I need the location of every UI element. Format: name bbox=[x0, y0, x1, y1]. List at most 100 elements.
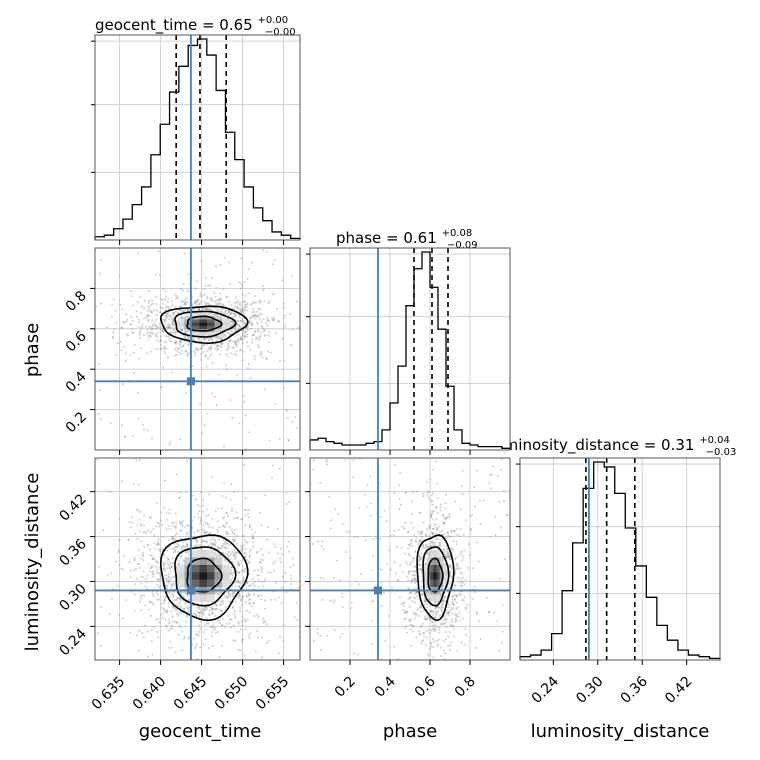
sample-point bbox=[455, 615, 458, 619]
sample-point bbox=[229, 618, 232, 621]
sample-point bbox=[235, 314, 238, 317]
sample-point bbox=[197, 302, 200, 306]
sample-point bbox=[157, 543, 160, 546]
sample-point bbox=[217, 554, 220, 557]
sample-point bbox=[164, 315, 168, 318]
sample-point bbox=[123, 435, 126, 438]
sample-point bbox=[235, 343, 238, 346]
sample-point bbox=[419, 530, 423, 533]
sample-point bbox=[403, 601, 406, 604]
sample-point bbox=[202, 338, 205, 341]
sample-point bbox=[180, 529, 183, 532]
sample-point bbox=[231, 538, 234, 541]
sample-point bbox=[186, 543, 189, 546]
contour-geocent-time-vs-luminosity-distance-2 bbox=[186, 557, 223, 593]
sample-point bbox=[138, 333, 141, 336]
sample-point bbox=[254, 650, 257, 653]
sample-point bbox=[415, 536, 418, 539]
sample-point bbox=[181, 545, 184, 548]
sample-point bbox=[232, 594, 235, 598]
sample-point bbox=[205, 514, 208, 518]
sample-point bbox=[242, 332, 246, 335]
sample-point bbox=[410, 512, 414, 516]
sample-point bbox=[169, 566, 172, 569]
sample-point bbox=[445, 545, 448, 548]
sample-point bbox=[208, 609, 211, 612]
sample-point bbox=[423, 600, 426, 603]
density-cell bbox=[206, 564, 215, 573]
sample-point bbox=[179, 529, 182, 532]
sample-point bbox=[200, 431, 203, 435]
sample-point bbox=[419, 603, 422, 606]
sample-point bbox=[452, 529, 455, 532]
sample-point bbox=[187, 343, 190, 346]
sample-point bbox=[458, 580, 461, 584]
sample-point bbox=[173, 546, 177, 549]
sample-point bbox=[121, 308, 124, 311]
sample-point bbox=[431, 503, 434, 507]
sample-point bbox=[262, 585, 265, 588]
sample-point bbox=[221, 342, 224, 345]
sample-point bbox=[193, 531, 196, 534]
sample-point bbox=[345, 530, 348, 533]
sample-point bbox=[445, 617, 448, 621]
sample-point bbox=[203, 288, 206, 291]
sample-point bbox=[206, 297, 209, 300]
sample-point bbox=[226, 542, 229, 545]
sample-point bbox=[235, 328, 239, 332]
sample-point bbox=[257, 328, 260, 332]
sample-point bbox=[253, 302, 256, 305]
sample-point bbox=[163, 507, 166, 510]
sample-point bbox=[137, 417, 140, 420]
sample-point bbox=[230, 330, 234, 333]
sample-point bbox=[210, 306, 213, 309]
sample-point bbox=[242, 310, 245, 313]
sample-point bbox=[230, 507, 234, 510]
sample-point bbox=[285, 408, 288, 411]
sample-point bbox=[453, 635, 456, 638]
sample-point bbox=[203, 424, 206, 427]
sample-point bbox=[169, 332, 172, 335]
sample-point bbox=[217, 618, 220, 622]
sample-point bbox=[242, 322, 245, 325]
sample-point bbox=[444, 630, 448, 634]
sample-point bbox=[322, 577, 325, 580]
sample-point bbox=[175, 612, 179, 616]
sample-point bbox=[443, 622, 446, 625]
sample-point bbox=[424, 533, 428, 536]
sample-point bbox=[297, 586, 300, 589]
sample-point bbox=[444, 638, 447, 641]
sample-point bbox=[207, 622, 210, 625]
sample-point bbox=[130, 327, 134, 331]
sample-point bbox=[319, 481, 322, 485]
sample-point bbox=[227, 532, 230, 536]
sample-point bbox=[204, 606, 207, 609]
sample-point bbox=[288, 500, 291, 504]
sample-point bbox=[402, 604, 405, 608]
density-cell bbox=[206, 593, 215, 602]
sample-point bbox=[268, 331, 271, 334]
sample-point bbox=[372, 599, 375, 603]
sample-point bbox=[432, 468, 435, 472]
sample-point bbox=[229, 324, 232, 327]
sample-point bbox=[241, 640, 244, 644]
sample-point bbox=[420, 568, 423, 571]
sample-point bbox=[469, 528, 473, 532]
sample-point bbox=[262, 327, 265, 330]
sample-point bbox=[424, 615, 427, 618]
sample-point bbox=[431, 510, 434, 513]
sample-point bbox=[180, 314, 183, 317]
sample-point bbox=[188, 530, 191, 533]
sample-point bbox=[241, 638, 244, 641]
sample-point bbox=[259, 561, 263, 564]
sample-point bbox=[449, 644, 452, 647]
sample-point bbox=[409, 560, 412, 563]
sample-point bbox=[419, 531, 422, 534]
density-cell bbox=[221, 564, 230, 573]
sample-point bbox=[212, 542, 215, 546]
sample-point bbox=[235, 534, 238, 537]
sample-point bbox=[226, 591, 230, 594]
sample-point bbox=[142, 545, 146, 549]
sample-point bbox=[446, 612, 449, 615]
sample-point bbox=[247, 592, 250, 595]
